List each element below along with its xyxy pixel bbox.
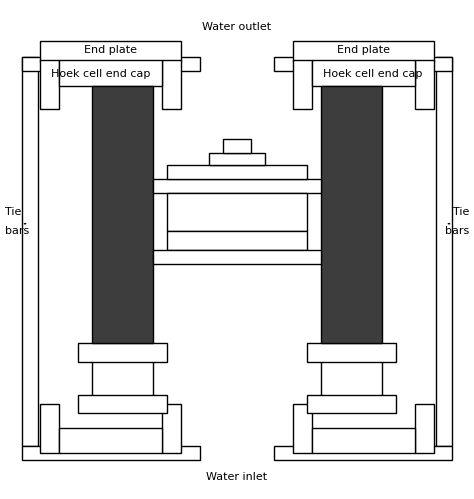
Text: Tie: Tie [5, 207, 21, 217]
Text: Water inlet: Water inlet [207, 472, 267, 482]
Bar [274, 57, 453, 71]
Bar [40, 41, 181, 62]
Text: Hoek cell end cap: Hoek cell end cap [52, 69, 151, 79]
Text: Tie: Tie [453, 207, 469, 217]
Bar [274, 446, 453, 460]
Text: Hoek cell end cap: Hoek cell end cap [323, 69, 422, 79]
Bar [307, 395, 396, 414]
Text: End plate: End plate [337, 45, 390, 55]
Bar [21, 446, 200, 460]
Text: bars: bars [445, 226, 469, 236]
Bar [162, 404, 181, 453]
Bar [162, 60, 181, 109]
Bar [312, 428, 415, 453]
Bar [436, 57, 453, 446]
Bar [307, 343, 396, 362]
Bar [415, 60, 434, 109]
Bar [293, 60, 312, 109]
Bar [321, 343, 382, 404]
Bar [209, 154, 265, 165]
Bar [153, 179, 321, 193]
Bar [21, 57, 38, 446]
Bar [78, 343, 167, 362]
Text: Concrete: Concrete [212, 207, 262, 217]
Bar [293, 404, 312, 453]
Bar [59, 428, 162, 453]
Bar [167, 231, 307, 250]
Bar [223, 139, 251, 154]
Bar [293, 41, 434, 62]
Bar [40, 60, 59, 109]
Bar [153, 250, 321, 263]
Bar [312, 60, 415, 85]
Bar [415, 404, 434, 453]
Bar [59, 60, 162, 85]
Bar [167, 193, 307, 231]
Bar [92, 85, 153, 343]
Text: Water outlet: Water outlet [202, 22, 272, 32]
Text: End plate: End plate [84, 45, 137, 55]
Text: bars: bars [5, 226, 29, 236]
Bar [21, 57, 200, 71]
Bar [321, 85, 382, 343]
Bar [40, 404, 59, 453]
Bar [78, 395, 167, 414]
Bar [167, 165, 307, 179]
Bar [92, 343, 153, 404]
